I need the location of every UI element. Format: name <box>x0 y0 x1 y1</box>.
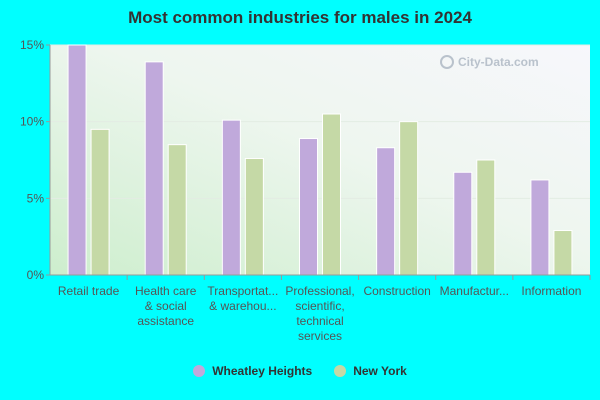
watermark-text: City-Data.com <box>458 55 539 69</box>
bar-wheatley-heights[interactable] <box>144 61 164 276</box>
watermark: City-Data.com <box>440 55 539 69</box>
legend-item-new-york: New York <box>334 364 407 378</box>
bar-new-york[interactable] <box>322 113 341 276</box>
x-tick-label-line: Transportat... <box>207 284 278 298</box>
bar-new-york[interactable] <box>399 121 419 276</box>
y-tick-label: 0% <box>27 268 45 282</box>
x-tick-label: Professional, scientific, technical service… <box>285 284 354 343</box>
legend-item-wheatley-heights: Wheatley Heights <box>193 364 312 378</box>
x-tick-label-line: & social <box>145 299 187 313</box>
bar-wheatley-heights[interactable] <box>67 44 87 276</box>
bar-new-york[interactable] <box>553 230 573 276</box>
x-tick-label: Transportat... & warehou... <box>207 284 278 313</box>
chart-legend: Wheatley Heights New York <box>0 364 600 378</box>
bar-new-york[interactable] <box>167 144 187 276</box>
x-tick-label-line: assistance <box>137 314 194 328</box>
x-tick-label-line: technical <box>296 314 343 328</box>
legend-swatch-wheatley-heights <box>193 365 206 377</box>
bar-new-york[interactable] <box>90 128 110 276</box>
chart-title: Most common industries for males in 2024 <box>128 8 472 27</box>
y-tick-label: 10% <box>20 115 44 129</box>
bar-new-york[interactable] <box>476 159 496 276</box>
bar-wheatley-heights[interactable] <box>376 147 396 276</box>
x-tick-label: Construction <box>363 284 430 298</box>
y-tick-label: 15% <box>20 38 44 52</box>
x-tick-label-line: Manufactur... <box>440 284 509 298</box>
magnifier-icon <box>440 55 454 69</box>
x-tick-label-line: & warehou... <box>209 299 276 313</box>
bar-wheatley-heights[interactable] <box>453 171 473 276</box>
x-tick-label-line: Retail trade <box>58 284 120 298</box>
x-tick-label: Information <box>521 284 581 298</box>
bar-new-york[interactable] <box>244 157 264 276</box>
bar-wheatley-heights[interactable] <box>299 138 318 276</box>
x-tick-label-line: Information <box>521 284 581 298</box>
legend-swatch-new-york <box>334 365 347 377</box>
legend-label-new-york: New York <box>353 364 407 378</box>
x-tick-label: Manufactur... <box>440 284 509 298</box>
plot-area <box>50 45 590 275</box>
x-tick-label-line: Health care <box>135 284 197 298</box>
y-tick-label: 5% <box>27 191 45 205</box>
x-tick-label: Retail trade <box>58 284 120 298</box>
x-tick-label-line: Professional, <box>285 284 354 298</box>
bar-wheatley-heights[interactable] <box>530 179 550 276</box>
x-tick-label-line: Construction <box>363 284 430 298</box>
x-tick-label: Health care & social assistance <box>135 284 197 328</box>
x-tick-label-line: scientific, <box>295 299 344 313</box>
x-tick-label-line: services <box>298 329 342 343</box>
bar-wheatley-heights[interactable] <box>221 119 241 276</box>
legend-label-wheatley-heights: Wheatley Heights <box>212 364 313 378</box>
